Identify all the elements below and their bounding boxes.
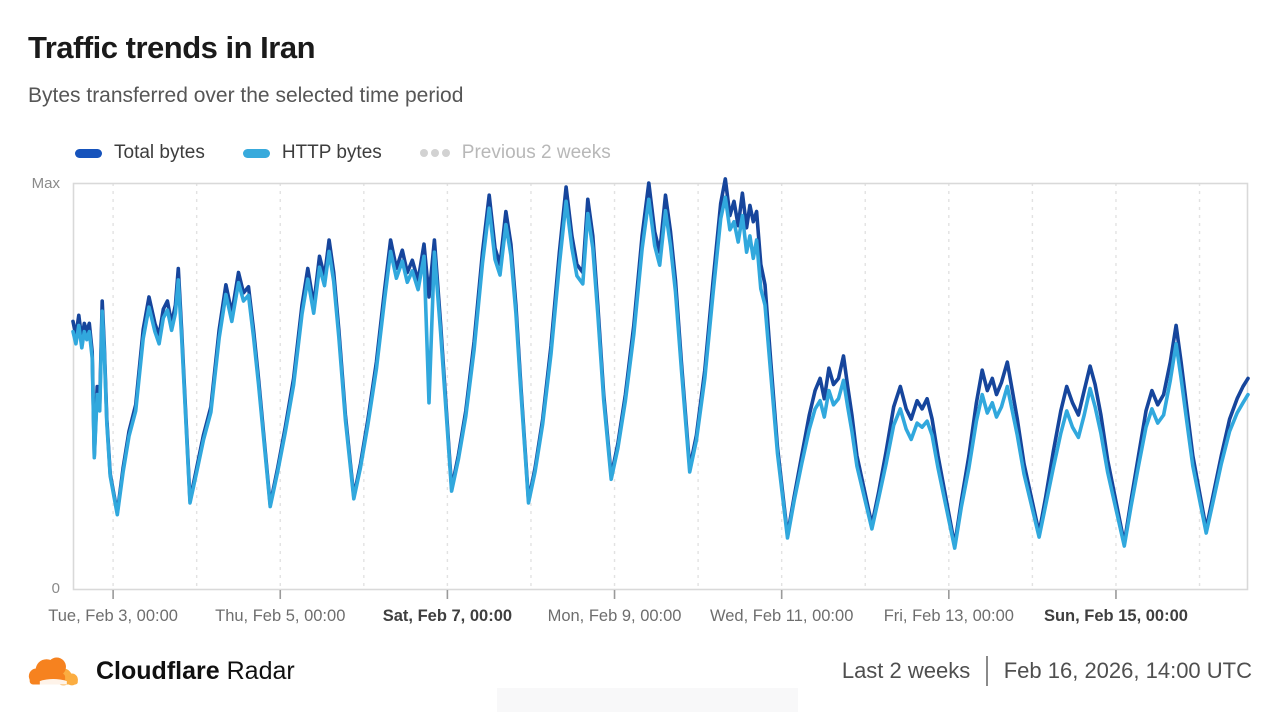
legend-item-previous-2-weeks[interactable]: Previous 2 weeks [419,142,611,164]
range-divider [986,656,988,686]
range-label: Last 2 weeks [841,658,971,683]
cloudflare-logo-icon [28,657,78,686]
legend-label: HTTP bytes [281,142,382,163]
brand-cloudflare: Cloudflare [96,656,220,685]
traffic-line-chart[interactable] [71,177,1250,599]
y-axis-max-label: Max [31,175,60,192]
x-axis-label: Sat, Feb 7, 00:00 [382,607,513,625]
legend-label: Previous 2 weeks [461,142,611,163]
series-total-bytes [71,177,1250,548]
x-axis-label: Sun, Feb 15, 00:00 [1043,607,1188,625]
chart-canvas[interactable] [71,177,1250,599]
legend-item-total-bytes[interactable]: Total bytes [75,142,205,164]
page-subtitle: Bytes transferred over the selected time… [28,84,464,107]
legend-item-http-bytes[interactable]: HTTP bytes [242,142,382,164]
page-title: Traffic trends in Iran [28,30,316,65]
timestamp-label: Feb 16, 2026, 14:00 UTC [1003,658,1252,683]
bottom-strip [497,688,798,712]
x-axis-label: Mon, Feb 9, 00:00 [547,607,682,625]
y-axis-zero-label: 0 [51,580,60,597]
series-http-bytes [71,195,1250,550]
cloudflare-radar-brand[interactable]: Cloudflare Radar [28,653,295,689]
legend-label: Total bytes [114,142,205,163]
x-axis-label: Fri, Feb 13, 00:00 [883,607,1014,625]
footer: Cloudflare Radar Last 2 weeks Feb 16, 202… [0,645,1280,697]
chart-legend: Total bytes HTTP bytes Previous 2 weeks [75,142,611,164]
x-axis-label: Wed, Feb 11, 00:00 [709,607,854,625]
brand-text: Cloudflare Radar [96,657,295,686]
http-bytes-swatch-icon [242,148,270,158]
brand-radar: Radar [226,656,295,685]
x-axis-label: Thu, Feb 5, 00:00 [215,607,346,625]
total-bytes-swatch-icon [75,148,102,158]
x-axis-label: Tue, Feb 3, 00:00 [48,607,178,625]
range-info: Last 2 weeks Feb 16, 2026, 14:00 UTC [842,656,1252,686]
plot-border [72,182,1249,591]
previous-weeks-swatch-icon [419,149,450,157]
